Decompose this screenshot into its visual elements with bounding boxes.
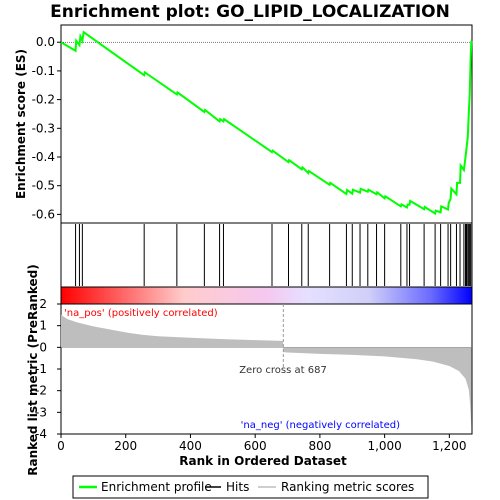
x-tick-label: 800 — [308, 439, 331, 453]
metric-panel-frame — [60, 303, 473, 435]
chart-title: Enrichment plot: GO_LIPID_LOCALIZATION — [50, 2, 450, 22]
hits-panel-frame — [60, 222, 473, 288]
legend-box — [72, 475, 429, 499]
x-axis-label: Rank in Ordered Dataset — [179, 454, 347, 468]
metric-y-tick-label: -4 — [35, 427, 47, 441]
metric-y-tick-label: 2 — [39, 297, 47, 311]
es-y-tick-label: -0.1 — [32, 64, 55, 78]
es-y-tick-label: -0.4 — [32, 150, 55, 164]
legend: Enrichment profile Hits Ranking metric s… — [72, 475, 429, 499]
x-tick-label: 200 — [114, 439, 137, 453]
es-y-tick-label: -0.2 — [32, 93, 55, 107]
neg-corr-label: 'na_neg' (negatively correlated) — [241, 420, 400, 431]
es-plot-area — [60, 30, 473, 216]
x-tick-label: 400 — [179, 439, 202, 453]
enrichment-profile-line — [60, 30, 473, 216]
axes: 0.0 -0.1 -0.2 -0.3 -0.4 -0.5 -0.6 2 1 0 -1 -2 -3 -4 0 2… — [32, 35, 467, 453]
metric-y-tick-label: -1 — [35, 362, 47, 376]
metric-y-axis-label: Ranked list metric (PreRanked) — [26, 264, 40, 476]
es-y-tick-label: -0.5 — [32, 179, 55, 193]
legend-label-ranking: Ranking metric scores — [281, 480, 414, 494]
legend-label-hits: Hits — [226, 480, 249, 494]
x-tick-label: 0 — [57, 439, 65, 453]
rank-color-bar — [60, 286, 473, 305]
es-y-tick-label: 0.0 — [36, 35, 55, 49]
es-y-axis-label: Enrichment score (ES) — [14, 49, 28, 199]
es-panel-frame — [60, 24, 473, 224]
pos-corr-label: 'na_pos' (positively correlated) — [64, 308, 218, 319]
es-y-tick-label: -0.3 — [32, 121, 55, 135]
x-tick-label: 1,000 — [367, 439, 401, 453]
metric-plot-area — [61, 304, 472, 428]
zero-cross-label: Zero cross at 687 — [239, 365, 327, 376]
metric-y-tick-label: 1 — [39, 319, 47, 333]
x-tick-label: 600 — [244, 439, 267, 453]
legend-label-enrichment: Enrichment profile — [101, 480, 212, 494]
es-y-tick-label: -0.6 — [32, 207, 55, 221]
hits-plot-area — [75, 224, 472, 286]
x-tick-label: 1,200 — [432, 439, 466, 453]
metric-y-tick-label: 0 — [39, 340, 47, 354]
metric-y-tick-label: -2 — [35, 384, 47, 398]
metric-y-tick-label: -3 — [35, 405, 47, 419]
ranking-metric-area — [61, 314, 472, 428]
